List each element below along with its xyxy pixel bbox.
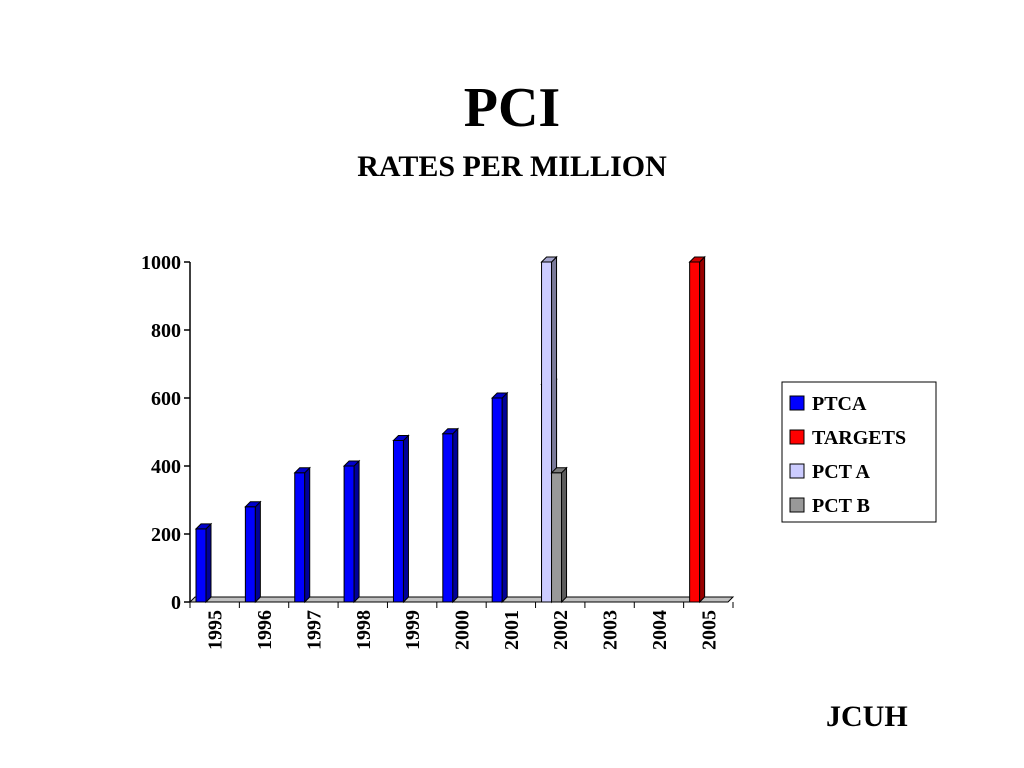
bar-ptca-1996	[244, 500, 262, 604]
y-tick-label: 200	[151, 524, 181, 546]
chart-axes: 0 200 400 600 800 1000 1995 1996 1997 1998 1999 200…	[141, 252, 735, 650]
chart-floor	[188, 596, 735, 603]
x-tick-label: 1996	[254, 610, 276, 650]
x-tick-label: 2002	[550, 610, 572, 650]
bar-targets-2005	[688, 255, 706, 604]
x-tick-label: 2001	[501, 610, 523, 650]
legend-swatch	[789, 497, 805, 513]
bar-ptca-1999	[392, 434, 410, 604]
x-tick-label: 2000	[452, 610, 474, 650]
x-tick-label: 1998	[353, 610, 375, 650]
x-tick-label: 1997	[303, 610, 325, 650]
x-tick-label: 1999	[402, 610, 424, 650]
legend-label: TARGETS	[812, 427, 906, 449]
bar-pct-b-2002	[550, 466, 568, 604]
x-tick-label: 1995	[205, 610, 227, 650]
bar-ptca-2001	[490, 391, 509, 604]
legend-swatch	[789, 463, 805, 479]
bar-ptca-1995	[194, 522, 213, 604]
x-tick-label: 2004	[649, 610, 671, 650]
chart-legend: PTCA TARGETS PCT A PCT B	[781, 381, 937, 523]
bar-ptca-2000	[441, 427, 460, 604]
bar-ptca-1997	[293, 466, 311, 604]
legend-label: PCT A	[812, 461, 871, 483]
legend-label: PCT B	[812, 495, 870, 517]
y-tick-label: 0	[171, 592, 181, 614]
y-tick-label: 400	[151, 456, 181, 478]
chart-subtitle: RATES PER MILLION	[357, 150, 667, 183]
y-tick-label: 800	[151, 320, 181, 342]
legend-swatch	[789, 395, 805, 411]
x-tick-label: 2005	[698, 610, 720, 650]
legend-box	[781, 381, 937, 523]
bar-ptca-1998	[342, 459, 361, 604]
legend-swatch	[789, 429, 805, 445]
legend-label: PTCA	[812, 393, 867, 415]
y-tick-label: 600	[151, 388, 181, 410]
chart-bars	[194, 255, 706, 604]
footer-label: JCUH	[826, 700, 908, 733]
chart-title: PCI	[463, 77, 561, 139]
x-tick-label: 2003	[600, 610, 622, 650]
y-tick-label: 1000	[141, 252, 181, 274]
